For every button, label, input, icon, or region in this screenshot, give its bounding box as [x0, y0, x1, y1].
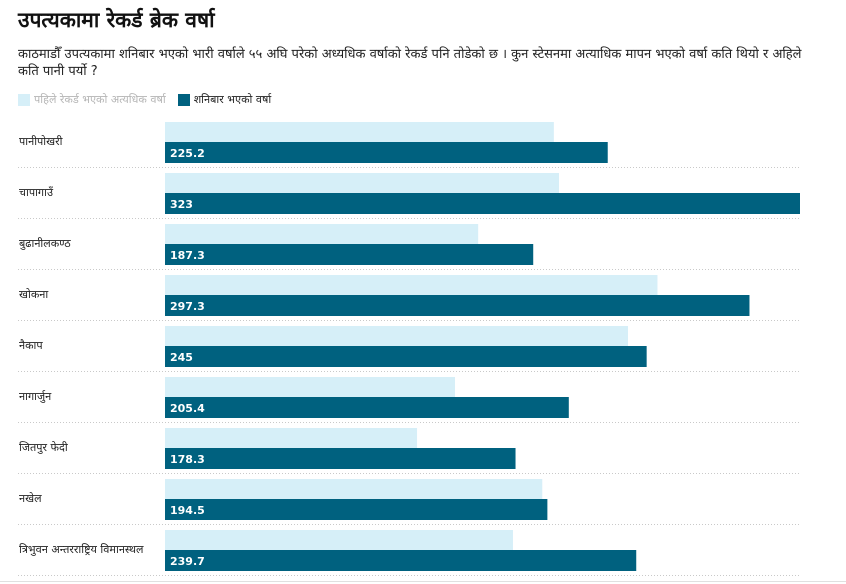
bar-saturday-rainfall	[165, 397, 569, 418]
data-label: 225.2	[170, 147, 205, 160]
data-label: 187.3	[170, 249, 205, 262]
legend-label-previous-record: पहिले रेकर्ड भएको अत्यधिक वर्षा	[34, 93, 166, 106]
bar-saturday-rainfall	[165, 244, 534, 265]
bar-saturday-rainfall	[165, 142, 608, 163]
bar-previous-record	[165, 428, 418, 449]
legend-swatch-saturday-rainfall	[177, 93, 190, 106]
bar-previous-record	[165, 224, 479, 245]
category-label: बुढानीलकण्ठ	[19, 237, 71, 250]
bar-previous-record	[165, 173, 559, 194]
legend: पहिले रेकर्ड भएको अत्यधिक वर्षा शनिबार भ…	[18, 92, 283, 107]
data-label: 205.4	[170, 402, 205, 415]
bar-previous-record	[165, 122, 554, 143]
data-label: 194.5	[170, 504, 205, 517]
category-label: नागार्जुन	[19, 390, 52, 403]
category-label: चापागाउँ	[19, 186, 54, 199]
bar-previous-record	[165, 479, 543, 500]
category-label: खोकना	[19, 288, 48, 301]
legend-swatch-previous-record	[18, 93, 30, 106]
category-label: पानीपोखरी	[19, 135, 63, 148]
bar-saturday-rainfall	[165, 295, 750, 316]
bar-previous-record	[165, 377, 455, 398]
category-label: नखेल	[19, 492, 42, 505]
bar-saturday-rainfall	[165, 193, 800, 214]
chart-title: उपत्यकामा रेकर्ड ब्रेक वर्षा	[18, 8, 215, 32]
chart-bottom-border	[0, 581, 846, 582]
bar-previous-record	[165, 530, 513, 551]
category-label: नैकाप	[19, 339, 43, 352]
chart-subtitle: काठमाडौँ उपत्यकामा शनिबार भएको भारी वर्ष…	[18, 47, 802, 79]
bar-previous-record	[165, 275, 658, 296]
bar-previous-record	[165, 326, 628, 347]
data-label: 245	[170, 351, 193, 364]
data-label: 297.3	[170, 300, 205, 313]
bar-saturday-rainfall	[165, 499, 548, 520]
category-label: त्रिभुवन अन्तरराष्ट्रिय विमानस्थल	[19, 543, 144, 556]
data-label: 323	[170, 198, 193, 211]
bar-saturday-rainfall	[165, 550, 637, 571]
bar-saturday-rainfall	[165, 346, 647, 367]
data-label: 239.7	[170, 555, 205, 568]
bar-saturday-rainfall	[165, 448, 516, 469]
data-label: 178.3	[170, 453, 205, 466]
category-label: जितपुर फेदी	[19, 441, 68, 454]
legend-item-saturday-rainfall: शनिबार भएको वर्षा	[177, 92, 272, 107]
legend-item-previous-record: पहिले रेकर्ड भएको अत्यधिक वर्षा	[18, 92, 166, 107]
legend-label-saturday-rainfall: शनिबार भएको वर्षा	[193, 93, 272, 106]
